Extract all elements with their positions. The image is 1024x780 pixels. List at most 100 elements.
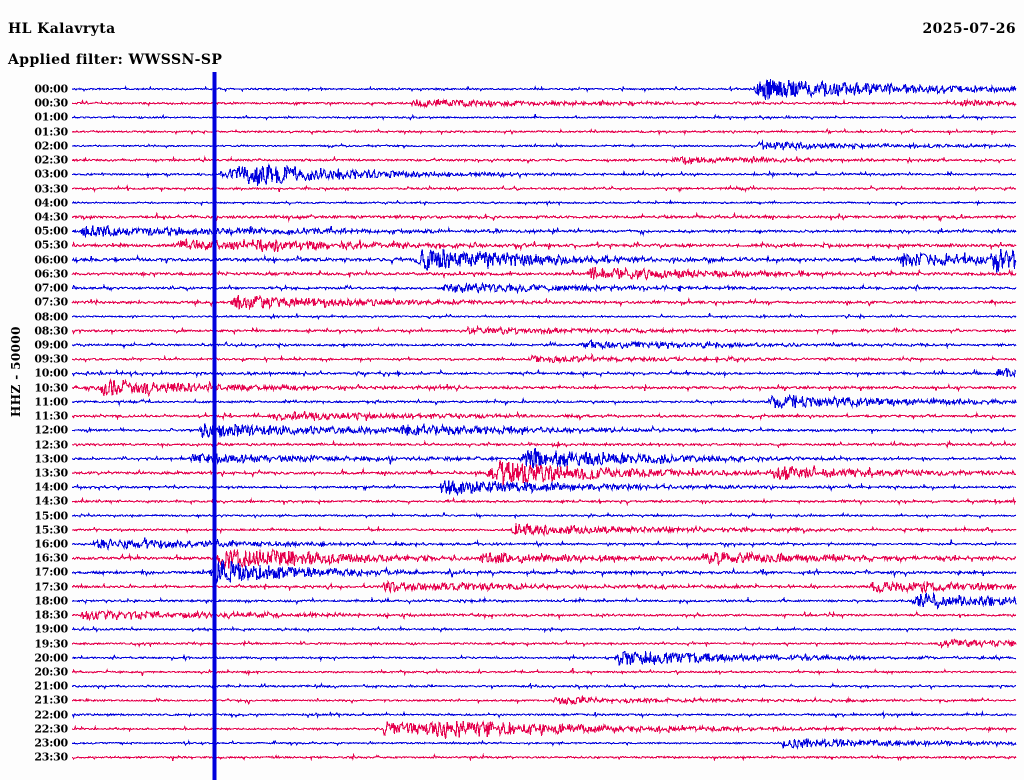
trace-1930 <box>71 638 1017 649</box>
time-label: 01:30 <box>34 125 68 139</box>
trace-0030 <box>71 98 1017 109</box>
time-label: 08:30 <box>34 324 68 338</box>
time-label: 18:00 <box>34 594 68 608</box>
time-label: 02:30 <box>34 153 68 167</box>
trace-1200 <box>71 423 1017 439</box>
trace-1030 <box>71 378 1017 398</box>
time-label: 05:30 <box>34 238 68 252</box>
trace-1530 <box>71 522 1017 537</box>
trace-0430 <box>71 211 1017 223</box>
time-label: 20:30 <box>34 665 68 679</box>
trace-1630 <box>71 548 1017 570</box>
trace-2300 <box>71 737 1017 751</box>
time-label: 13:00 <box>34 452 68 466</box>
trace-2230 <box>71 720 1017 740</box>
trace-0830 <box>71 324 1017 336</box>
trace-0530 <box>71 238 1017 252</box>
trace-2100 <box>71 682 1017 691</box>
time-label: 14:00 <box>34 480 68 494</box>
time-label: 09:00 <box>34 338 68 352</box>
trace-2330 <box>71 752 1017 762</box>
time-label: 15:30 <box>34 523 68 537</box>
trace-0730 <box>71 294 1017 311</box>
time-label: 22:00 <box>34 708 68 722</box>
time-label: 09:30 <box>34 352 68 366</box>
time-label: 13:30 <box>34 466 68 480</box>
trace-0630 <box>71 266 1017 281</box>
time-label: 04:30 <box>34 210 68 224</box>
trace-1230 <box>71 439 1017 450</box>
time-label: 20:00 <box>34 651 68 665</box>
trace-0930 <box>71 353 1017 365</box>
time-label: 16:30 <box>34 551 68 565</box>
trace-1130 <box>71 410 1017 422</box>
time-label: 00:30 <box>34 96 68 110</box>
time-label: 23:00 <box>34 736 68 750</box>
time-label: 12:00 <box>34 423 68 437</box>
time-label: 10:00 <box>34 366 68 380</box>
trace-0400 <box>71 199 1017 207</box>
time-label: 10:30 <box>34 381 68 395</box>
time-label: 11:30 <box>34 409 68 423</box>
time-label: 18:30 <box>34 608 68 622</box>
trace-0100 <box>71 113 1017 121</box>
time-label: 14:30 <box>34 494 68 508</box>
applied-filter-label: Applied filter: WWSSN-SP <box>8 52 223 68</box>
trace-2000 <box>71 650 1017 666</box>
time-label: 01:00 <box>34 110 68 124</box>
time-label: 12:30 <box>34 438 68 451</box>
date-label: 2025-07-26 <box>922 21 1016 37</box>
time-label: 05:00 <box>34 224 68 238</box>
trace-0200 <box>71 139 1017 152</box>
time-label: 02:00 <box>34 139 68 153</box>
time-label: 00:00 <box>34 82 68 96</box>
trace-2130 <box>71 695 1017 706</box>
trace-1730 <box>71 579 1017 595</box>
time-label: 16:00 <box>34 537 68 551</box>
trace-1430 <box>71 496 1017 506</box>
trace-0130 <box>71 127 1017 136</box>
trace-0000 <box>71 79 1017 101</box>
time-label: 06:00 <box>34 253 68 267</box>
time-label: 19:00 <box>34 622 68 636</box>
trace-1000 <box>71 367 1017 379</box>
trace-1500 <box>71 511 1017 520</box>
time-label: 23:30 <box>34 750 68 764</box>
trace-0500 <box>71 224 1017 239</box>
trace-1100 <box>71 393 1017 409</box>
trace-1900 <box>71 625 1017 634</box>
trace-0800 <box>71 312 1017 321</box>
trace-2200 <box>71 710 1017 720</box>
trace-0600 <box>71 248 1017 273</box>
time-label: 17:00 <box>34 565 68 579</box>
time-label: 07:00 <box>34 281 68 295</box>
trace-0230 <box>71 155 1017 166</box>
trace-1600 <box>71 537 1017 552</box>
trace-1330 <box>71 459 1017 486</box>
trace-0900 <box>71 338 1017 351</box>
time-label: 21:30 <box>34 693 68 707</box>
time-label: 04:00 <box>34 196 68 210</box>
station-title: HL Kalavryta <box>8 21 116 37</box>
time-label: 15:00 <box>34 509 68 523</box>
time-axis-labels: 00:00 00:30 01:00 01:30 02:00 02:30 03:00 03:30… <box>0 0 68 780</box>
time-label: 06:30 <box>34 267 68 281</box>
trace-1400 <box>71 479 1017 497</box>
trace-1700 <box>71 560 1017 584</box>
time-label: 17:30 <box>34 580 68 594</box>
time-label: 19:30 <box>34 637 68 651</box>
trace-1830 <box>71 609 1017 622</box>
time-label: 21:00 <box>34 679 68 693</box>
time-label: 03:30 <box>34 182 68 196</box>
time-label: 22:30 <box>34 722 68 736</box>
trace-2030 <box>71 668 1017 677</box>
trace-0700 <box>71 281 1017 295</box>
time-label: 08:00 <box>34 310 68 324</box>
trace-1800 <box>71 592 1017 610</box>
trace-0300 <box>71 162 1017 186</box>
time-label: 07:30 <box>34 295 68 309</box>
time-label: 03:00 <box>34 167 68 181</box>
trace-0330 <box>71 184 1017 193</box>
